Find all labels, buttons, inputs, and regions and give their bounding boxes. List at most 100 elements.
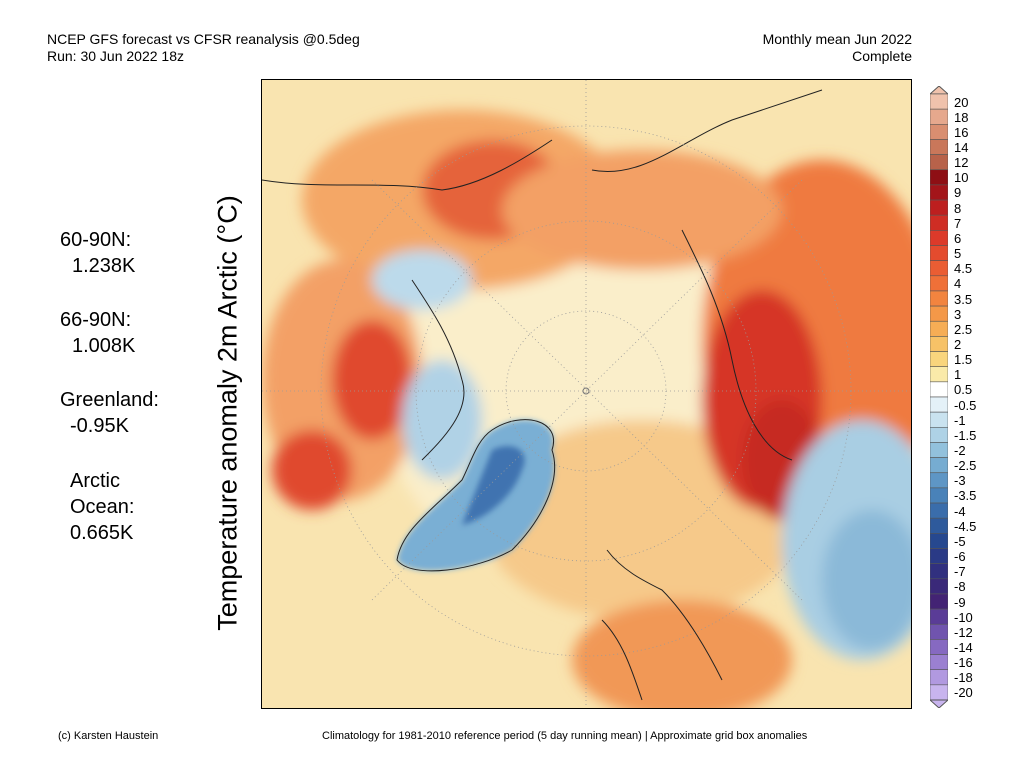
colorbar-swatch [929,548,949,564]
colorbar-tick-label: -12 [954,624,973,640]
colorbar-swatch [929,411,949,428]
coastlines [262,89,823,701]
colorbar-tick-label: 14 [954,140,969,156]
colorbar-tick-label: 6 [954,230,962,246]
colorbar-tick-label: -1.5 [954,427,977,443]
stat-label: Greenland: [60,389,159,411]
colorbar-swatch [929,154,949,171]
anomaly-field [262,110,911,708]
colorbar-tick-label: 8 [954,200,962,216]
colorbar-tick-label: 12 [954,155,969,171]
colorbar-swatch [929,608,949,625]
completion-status: Complete [852,48,912,64]
header-right: Monthly mean Jun 2022 Complete [763,31,912,65]
stat-value: -0.95K [70,415,129,437]
colorbar-swatch [929,563,949,580]
colorbar-tick-label: 2 [954,336,962,352]
colorbar-swatch [929,320,949,337]
colorbar-tick-label: 4.5 [954,261,973,277]
colorbar-swatch [929,199,949,216]
footer-note: Climatology for 1981-2010 reference peri… [322,730,808,742]
colorbar-tick-label: 2.5 [954,321,973,337]
colorbar-swatch [929,684,949,701]
colorbar-swatch [929,245,949,261]
colorbar-swatch [929,593,949,610]
colorbar-tick-label: -5 [954,533,966,549]
scandinavia-anomaly [572,600,792,708]
colorbar-svg [928,85,950,709]
colorbar-swatch [929,442,949,458]
colorbar-tick-label: -3 [954,473,966,489]
arctic-anomaly-map [261,79,912,709]
colorbar-swatch [929,533,949,549]
colorbar-swatch [929,517,949,534]
copyright: (c) Karsten Haustein [58,730,159,742]
colorbar-swatch [929,487,949,504]
colorbar-tick-label: 1.5 [954,352,973,368]
colorbar-swatch [929,639,949,655]
colorbar-swatch [929,93,949,110]
colorbar-tick-label: -7 [954,564,966,580]
colorbar-swatch [929,426,949,443]
stat-label: 66-90N: [60,309,132,331]
model-title: NCEP GFS forecast vs CFSR reanalysis @0.… [47,31,360,47]
colorbar-swatch [929,139,949,155]
colorbar-tick-label: 1 [954,367,962,383]
north-pole-marker [582,387,590,395]
colorbar-tick-label: -3.5 [954,488,977,504]
colorbar-tick-label: -4.5 [954,518,977,534]
colorbar-tick-label: 3.5 [954,291,973,307]
colorbar-tick-label: -1 [954,412,966,428]
colorbar-swatch [929,336,949,352]
colorbar-swatch [929,108,949,125]
stat-value: 0.665K [70,522,134,544]
header-left: NCEP GFS forecast vs CFSR reanalysis @0.… [47,31,360,65]
colorbar-tick-label: -2 [954,443,966,459]
colorbar-swatch [929,457,949,474]
colorbar-tick-label: -6 [954,549,966,565]
colorbar-tick-label: -9 [954,594,966,610]
colorbar-tick-label: -4 [954,503,966,519]
colorbar-tick-label: -8 [954,579,966,595]
colorbar-tick-label: 7 [954,215,962,231]
colorbar-swatch [929,230,949,246]
colorbar-tick-label: 5 [954,246,962,262]
stat-label-2: Ocean: [70,496,135,518]
colorbar-swatch [929,669,949,686]
colorbar-swatch [929,654,949,670]
colorbar-swatch [929,351,949,367]
colorbar-tick-label: -18 [954,670,973,686]
stat-60-90n: 60-90N: 1.238K [60,227,135,279]
colorbar-top-arrow [928,85,950,95]
colorbar-tick-label: 10 [954,170,969,186]
greenland-coast [396,419,556,572]
colorbar-tick-label: 9 [954,185,962,201]
stat-label: 60-90N: [60,229,132,251]
colorbar-tick-label: -16 [954,655,973,671]
colorbar-tick-label: 16 [954,124,969,140]
colorbar-swatch [929,123,949,140]
colorbar-tick-label: -10 [954,609,973,625]
colorbar-swatch [929,275,949,292]
colorbar-swatch [929,260,949,277]
y-axis-label: Temperature anomaly 2m Arctic (°C) [212,195,243,631]
colorbar-swatch [929,578,949,595]
colorbar-swatch [929,184,949,201]
colorbar-swatch [929,290,949,307]
colorbar-tick-label: -2.5 [954,458,977,474]
colorbar-swatch [929,472,949,489]
stat-value: 1.238K [72,255,136,277]
colorbar-bottom-arrow [928,699,950,709]
stat-value: 1.008K [72,335,136,357]
colorbar-swatch [929,502,949,519]
colorbar-swatch [929,214,949,231]
colorbar-tick-label: -0.5 [954,397,977,413]
colorbar-tick-label: 4 [954,276,962,292]
colorbar-tick-label: 20 [954,94,969,110]
period-title: Monthly mean Jun 2022 [762,31,912,47]
colorbar-swatch [929,396,949,413]
map-svg [262,80,911,708]
colorbar-tick-label: 0.5 [954,382,973,398]
stat-greenland: Greenland: -0.95K [60,387,159,439]
run-time: Run: 30 Jun 2022 18z [47,48,184,64]
